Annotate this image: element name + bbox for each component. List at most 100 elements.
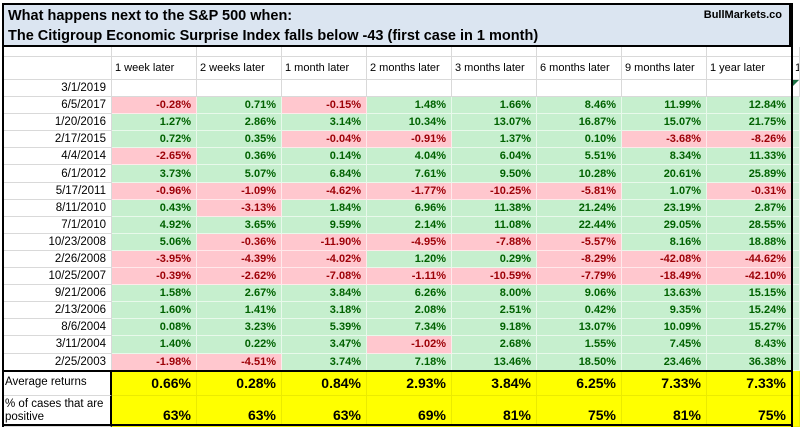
return-cell[interactable]: -7.79% [537,268,622,286]
column-header-clipped[interactable]: 1 [792,57,800,80]
average-returns-label[interactable]: Average returns [2,370,112,396]
empty-cell[interactable] [2,57,112,80]
return-cell[interactable]: -10.25% [452,182,537,200]
return-cell[interactable]: -4.62% [282,182,367,200]
return-cell[interactable]: -1.98% [112,353,197,371]
return-cell[interactable]: -1.11% [367,268,452,286]
return-cell[interactable]: 15.15% [707,285,792,303]
average-return-cell[interactable]: 0.28% [197,370,282,396]
return-cell[interactable]: 29.05% [622,216,707,234]
return-cell[interactable]: 1.27% [112,114,197,132]
return-cell[interactable]: -1.09% [197,182,282,200]
return-cell[interactable]: 9.18% [452,319,537,337]
average-return-cell[interactable]: 0.84% [282,370,367,396]
date-cell[interactable]: 5/17/2011 [2,182,112,200]
return-cell[interactable]: -3.95% [112,250,197,269]
return-cell[interactable]: 13.07% [537,319,622,337]
return-cell[interactable]: -1.02% [367,336,452,354]
percent-positive-cell[interactable]: 81% [452,395,537,427]
column-header-5[interactable]: 3 months later [452,57,537,80]
return-cell[interactable]: 6.84% [282,165,367,183]
date-cell[interactable]: 3/11/2004 [2,336,112,354]
return-cell[interactable]: 20.61% [622,165,707,183]
return-cell[interactable]: 18.50% [537,353,622,371]
return-cell[interactable]: 0.08% [112,319,197,337]
return-cell[interactable]: 11.08% [452,216,537,234]
return-cell[interactable]: 5.06% [112,233,197,251]
return-cell[interactable]: 1.48% [367,97,452,115]
column-header-8[interactable]: 1 year later [707,57,792,80]
return-cell[interactable] [622,80,707,98]
percent-positive-cell[interactable]: 81% [622,395,707,427]
return-cell[interactable]: -0.39% [112,268,197,286]
return-cell[interactable]: 4.92% [112,216,197,234]
return-cell[interactable]: -0.31% [707,182,792,200]
empty-cell[interactable] [452,47,537,57]
percent-positive-cell[interactable]: 63% [112,395,197,427]
return-cell[interactable]: 0.43% [112,199,197,217]
return-cell[interactable]: -8.29% [537,250,622,269]
return-cell[interactable]: 15.27% [707,319,792,337]
date-cell[interactable]: 2/26/2008 [2,250,112,269]
column-header-2[interactable]: 2 weeks later [197,57,282,80]
return-cell[interactable]: 22.44% [537,216,622,234]
return-cell[interactable]: -44.62% [707,250,792,269]
return-cell[interactable] [537,80,622,98]
return-cell[interactable]: -0.96% [112,182,197,200]
average-return-cell[interactable]: 6.25% [537,370,622,396]
return-cell[interactable]: 2.51% [452,302,537,320]
return-cell[interactable]: -1.77% [367,182,452,200]
return-cell[interactable]: 3.74% [282,353,367,371]
return-cell[interactable]: 10.09% [622,319,707,337]
empty-cell[interactable] [537,47,622,57]
return-cell[interactable]: 15.07% [622,114,707,132]
return-cell[interactable]: 3.84% [282,285,367,303]
return-cell[interactable]: 7.34% [367,319,452,337]
percent-positive-cell[interactable]: 75% [537,395,622,427]
return-cell[interactable] [112,80,197,98]
date-cell[interactable]: 2/17/2015 [2,131,112,149]
return-cell[interactable]: -4.51% [197,353,282,371]
return-cell[interactable]: 7.61% [367,165,452,183]
return-cell[interactable]: 0.10% [537,131,622,149]
return-cell[interactable]: 8.34% [622,148,707,166]
return-cell[interactable]: 9.59% [282,216,367,234]
date-cell[interactable]: 4/4/2014 [2,148,112,166]
date-cell[interactable]: 2/13/2006 [2,302,112,320]
return-cell[interactable]: 12.84% [707,97,792,115]
empty-cell[interactable] [197,47,282,57]
percent-positive-cell[interactable]: 75% [707,395,792,427]
average-return-cell[interactable]: 2.93% [367,370,452,396]
return-cell[interactable]: 3.65% [197,216,282,234]
empty-cell[interactable] [2,47,112,57]
return-cell[interactable]: 3.47% [282,336,367,354]
return-cell[interactable]: 1.58% [112,285,197,303]
column-header-1[interactable]: 1 week later [112,57,197,80]
return-cell[interactable] [707,80,792,98]
return-cell[interactable]: -7.08% [282,268,367,286]
return-cell[interactable]: -3.13% [197,199,282,217]
return-cell[interactable]: 10.34% [367,114,452,132]
percent-positive-cell[interactable]: 63% [197,395,282,427]
return-cell[interactable] [452,80,537,98]
return-cell[interactable]: 2.14% [367,216,452,234]
return-cell[interactable]: -3.68% [622,131,707,149]
return-cell[interactable]: -10.59% [452,268,537,286]
return-cell[interactable]: 0.22% [197,336,282,354]
return-cell[interactable] [367,80,452,98]
return-cell[interactable]: 8.00% [452,285,537,303]
return-cell[interactable]: -4.95% [367,233,452,251]
return-cell[interactable]: 1.60% [112,302,197,320]
date-cell[interactable]: 6/5/2017 [2,97,112,115]
return-cell[interactable]: 2.08% [367,302,452,320]
column-header-6[interactable]: 6 months later [537,57,622,80]
return-cell[interactable]: 2.87% [707,199,792,217]
return-cell[interactable]: -0.36% [197,233,282,251]
return-cell[interactable]: -5.57% [537,233,622,251]
return-cell[interactable]: 3.23% [197,319,282,337]
return-cell[interactable]: 0.29% [452,250,537,269]
return-cell[interactable]: 1.84% [282,199,367,217]
return-cell[interactable]: 2.86% [197,114,282,132]
return-cell[interactable] [197,80,282,98]
return-cell[interactable]: 4.04% [367,148,452,166]
